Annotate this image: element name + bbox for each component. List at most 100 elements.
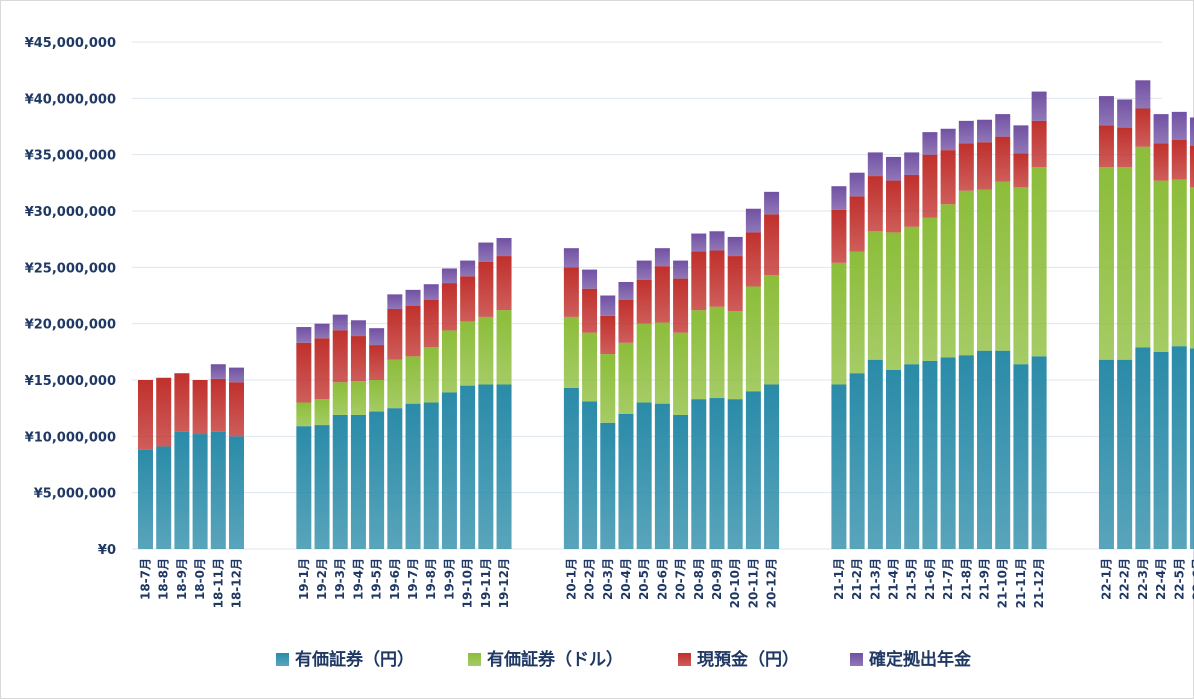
bar-segment <box>922 360 938 549</box>
bar-segment <box>314 425 330 549</box>
bar-segment <box>1189 145 1194 188</box>
bar-segment <box>1135 146 1151 348</box>
bar-segment <box>174 431 190 549</box>
bar-segment <box>995 114 1011 137</box>
bar-segment <box>1031 167 1047 357</box>
bar-stack <box>1031 91 1047 549</box>
bar-segment <box>867 176 883 232</box>
bar-segment <box>1117 359 1133 549</box>
bar-segment <box>600 354 616 423</box>
bar-segment <box>1189 117 1194 146</box>
bar-segment <box>387 294 403 310</box>
x-tick-label: 20-9月 <box>710 558 724 600</box>
bar-segment <box>745 391 761 549</box>
bar-segment <box>460 321 476 386</box>
bar-segment <box>563 387 579 549</box>
bar-segment <box>886 232 902 370</box>
y-tick-label: ¥45,000,000 <box>25 36 116 51</box>
bar-stack <box>995 114 1011 549</box>
bar-segment <box>636 402 652 549</box>
bar-segment <box>709 231 725 251</box>
x-tick-label: 22-5月 <box>1172 558 1186 600</box>
legend-swatch <box>276 653 289 666</box>
bar-stack <box>387 294 403 549</box>
bar-segment <box>831 262 847 385</box>
x-tick-label: 19-4月 <box>351 558 365 600</box>
bar-segment <box>369 328 385 346</box>
bar-segment <box>441 330 457 393</box>
bar-segment <box>296 426 312 549</box>
bar-stack <box>138 380 153 549</box>
bar-segment <box>387 408 403 549</box>
bar-segment <box>563 316 579 388</box>
bar-stack <box>156 377 172 549</box>
bar-segment <box>1153 180 1169 352</box>
bar-segment <box>904 364 920 549</box>
bar-segment <box>1189 187 1194 349</box>
bar-segment <box>496 310 512 385</box>
y-tick-label: ¥20,000,000 <box>25 318 116 333</box>
bar-segment <box>332 330 348 383</box>
legend-item: 有価証券（ドル） <box>468 649 623 670</box>
bar-segment <box>618 300 634 343</box>
bar-segment <box>1153 351 1169 549</box>
legend-item: 現預金（円） <box>678 649 799 670</box>
bar-segment <box>460 260 476 277</box>
bar-segment <box>1013 364 1029 549</box>
bar-segment <box>691 399 707 549</box>
bar-stack <box>831 186 847 549</box>
bar-segment <box>314 338 330 400</box>
bar-segment <box>405 289 421 306</box>
bar-stack <box>904 152 920 549</box>
bar-segment <box>1153 114 1169 144</box>
bar-segment <box>332 382 348 415</box>
bar-segment <box>940 150 956 205</box>
x-tick-label: 18-9月 <box>175 558 189 600</box>
bar-stack <box>296 327 312 549</box>
bar-segment <box>582 288 598 333</box>
x-tick-label: 22-1月 <box>1099 558 1113 600</box>
bar-segment <box>977 350 993 549</box>
bar-segment <box>460 276 476 322</box>
bar-segment <box>229 436 244 549</box>
bar-stack <box>977 119 993 549</box>
bar-stack <box>1189 117 1194 549</box>
bar-segment <box>636 323 652 403</box>
x-tick-label: 19-5月 <box>370 558 384 600</box>
bar-stack <box>441 268 457 549</box>
bar-segment <box>691 233 707 252</box>
bar-segment <box>192 434 208 549</box>
legend: 有価証券（円） 有価証券（ドル） 現預金（円） 確定拠出年金 <box>276 649 972 670</box>
legend-item: 有価証券（円） <box>276 649 414 670</box>
bar-segment <box>387 359 403 409</box>
bar-segment <box>1171 346 1187 549</box>
bar-segment <box>618 413 634 549</box>
bar-stack <box>1117 99 1133 549</box>
bar-segment <box>1117 167 1133 360</box>
bar-segment <box>405 403 421 549</box>
bar-stack <box>210 364 226 549</box>
bar-segment <box>709 306 725 399</box>
bar-segment <box>423 284 439 301</box>
bar-stack <box>958 120 974 549</box>
bar-segment <box>691 310 707 400</box>
bar-segment <box>1153 143 1169 181</box>
bar-segment <box>995 350 1011 549</box>
bar-stack <box>618 281 634 549</box>
x-tick-label: 21-6月 <box>923 558 937 600</box>
bar-stack <box>423 284 439 549</box>
bar-stack <box>460 260 476 549</box>
bar-segment <box>369 380 385 412</box>
bar-stack <box>192 380 208 549</box>
x-tick-label: 21-11月 <box>1014 558 1028 608</box>
legend-label: 有価証券（ドル） <box>487 649 623 670</box>
bar-segment <box>314 323 330 339</box>
bar-segment <box>977 142 993 190</box>
x-tick-label: 20-4月 <box>619 558 633 600</box>
x-tick-label: 18-7月 <box>139 558 153 600</box>
x-tick-label: 18-11月 <box>211 558 225 608</box>
bar-segment <box>922 154 938 218</box>
bar-segment <box>867 231 883 360</box>
bar-segment <box>886 156 902 181</box>
bar-segment <box>940 204 956 358</box>
